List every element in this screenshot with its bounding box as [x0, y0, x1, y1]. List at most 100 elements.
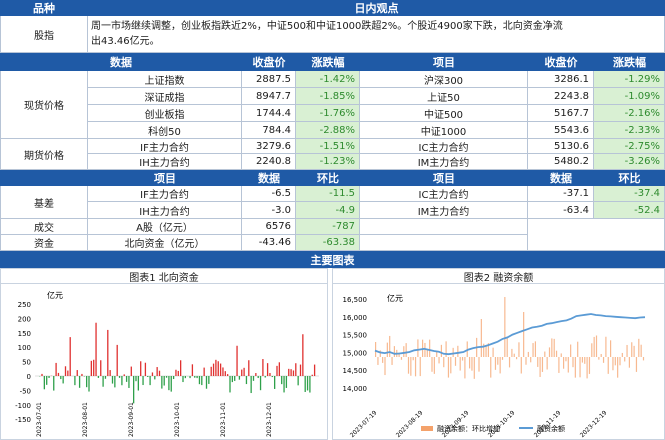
chart2-bar [443, 357, 445, 368]
volume-label: 成交 [0, 219, 88, 235]
futures-close2: 5480.2 [528, 154, 594, 170]
chart1-xtick: 2023-08-01 [82, 402, 89, 437]
chart2-bar [539, 357, 541, 377]
chart1-bar [95, 322, 97, 376]
chart2-bar [593, 336, 595, 357]
chart1-ytick: 200 [18, 315, 31, 323]
chart2-bar [438, 357, 440, 364]
spot-chg: -1.85% [296, 88, 360, 105]
chart2-bar [598, 357, 600, 360]
chart2-bar [621, 352, 623, 357]
chart2-bar [588, 357, 591, 374]
chart1-bar [215, 359, 217, 376]
capital-blank [360, 235, 528, 251]
chart2-ytick: 15,000 [343, 349, 368, 357]
chart1-xtick: 2023-10-01 [174, 402, 181, 437]
chart2-bar [386, 342, 388, 357]
chart2-bar [518, 342, 520, 357]
chart1-bar [102, 376, 104, 387]
chart1-bar [151, 372, 154, 376]
chart1-bar [189, 376, 191, 379]
chart1-ytick: 0 [27, 373, 31, 381]
chart1-bar [297, 376, 299, 386]
chart2-bar [485, 346, 487, 357]
chart2-bar [624, 357, 626, 362]
spot-name2: 上证50 [360, 88, 528, 105]
chart1-bar [231, 376, 233, 383]
chart2-bar [516, 357, 518, 360]
chart1-bar [229, 376, 231, 393]
chart2-bar [631, 342, 633, 357]
chart2-title: 图表2 融资余额 [333, 269, 664, 284]
chart1-bar [219, 363, 222, 376]
chart1-bar [194, 376, 196, 378]
chart1-bar [252, 376, 255, 381]
chart2-bar [633, 345, 635, 357]
chart2-bar [414, 357, 417, 377]
chart1-xtick: 2023-07-01 [36, 402, 43, 437]
chart2-ytick: 15,500 [343, 332, 368, 340]
futures-close: 2240.8 [242, 154, 296, 170]
futures-name: IF主力合约 [88, 139, 242, 154]
chart2-bar [431, 357, 433, 372]
chart2-bar [527, 351, 529, 357]
chart1-bar [281, 376, 283, 385]
chart1-bar [243, 367, 245, 376]
spot-chg2: -1.29% [594, 71, 665, 88]
index-view-line2: 出43.46亿元。 [91, 36, 160, 47]
chart2-bar [574, 357, 576, 378]
chart2-bar [419, 357, 421, 377]
chart2-bar [513, 353, 515, 357]
chart1-bar [156, 367, 158, 376]
chart1-bar [74, 376, 76, 386]
chart1-bar [78, 376, 81, 388]
chart2-bar [452, 347, 454, 357]
chart1-bar [158, 370, 161, 376]
chart1-bar [313, 364, 316, 376]
chart1-ytick: 100 [18, 344, 31, 352]
basis-header-item: 项目 [88, 170, 242, 186]
chart2-bar [412, 357, 414, 361]
chart2-bar [537, 357, 539, 367]
capital-chg: -63.38 [296, 235, 360, 251]
chart1-bar [222, 367, 224, 376]
futures-chg: -1.51% [296, 139, 360, 154]
chart1-xtick: 2023-12-01 [266, 402, 273, 437]
chart1-bar [55, 362, 57, 376]
capital-name: 北向资金（亿元） [88, 235, 242, 251]
chart2-bar [642, 357, 645, 361]
chart1-bar [266, 363, 269, 376]
capital-label: 资金 [0, 235, 88, 251]
chart1-bar [248, 360, 250, 376]
chart2-bar [628, 357, 630, 368]
chart2-bar [600, 353, 602, 357]
chart2-bar [469, 357, 471, 369]
basis-header-data: 数据 [242, 170, 296, 186]
volume-val: 6576 [242, 219, 296, 235]
chart2-bar [544, 351, 546, 357]
chart1-bar [76, 370, 78, 376]
charts-header: 主要图表 [0, 251, 665, 268]
chart2-bar [610, 340, 612, 357]
chart1-bar [309, 376, 311, 393]
chart1-bar [67, 370, 69, 376]
chart1-bar [111, 376, 114, 384]
chart2-bar [478, 357, 480, 372]
chart2-bar [450, 357, 452, 374]
chart1-bar [144, 362, 147, 376]
chart1-title: 图表1 北向资金 [1, 269, 327, 284]
chart2-bar [638, 338, 640, 357]
col-close-header: 收盘价 [242, 53, 296, 71]
chart2-bar [379, 350, 381, 357]
chart2-bar [440, 344, 442, 357]
chart2-bar [433, 357, 435, 374]
chart1-bar [278, 362, 280, 376]
chart1-bar [107, 329, 109, 376]
chart1-bar [149, 376, 151, 386]
basis-header-chg2: 环比 [594, 170, 665, 186]
header-variety: 品种 [0, 0, 88, 16]
chart2-panel: 图表2 融资余额 亿元 16,500 16,000 15,500 15,000 14,5… [332, 268, 665, 440]
chart1-ytick: 150 [18, 330, 31, 338]
chart1-bar [161, 376, 163, 389]
volume-name: A股（亿元） [88, 219, 242, 235]
